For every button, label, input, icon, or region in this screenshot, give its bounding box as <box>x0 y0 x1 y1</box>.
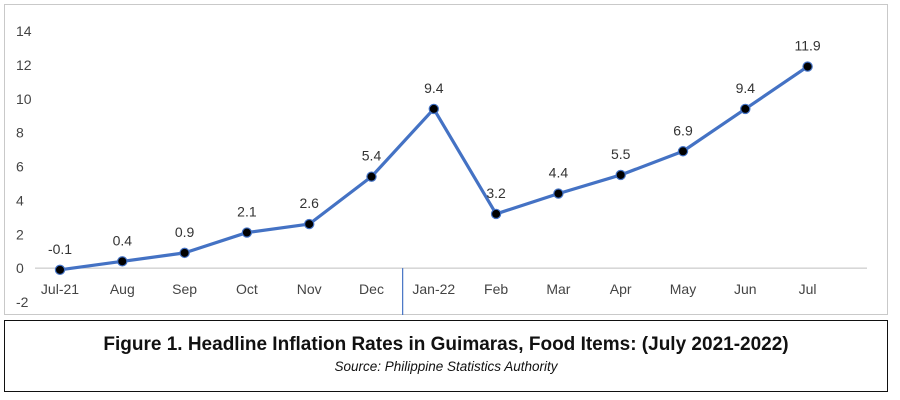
y-tick-label: 10 <box>16 91 32 107</box>
y-tick-label: 2 <box>16 226 24 242</box>
data-label: 3.2 <box>486 185 506 201</box>
data-label: 0.4 <box>113 232 133 248</box>
y-tick-label: 4 <box>16 192 24 208</box>
data-point <box>740 103 751 115</box>
x-tick-label: Sep <box>172 281 197 297</box>
data-point <box>677 146 689 157</box>
figure-caption: Figure 1. Headline Inflation Rates in Gu… <box>4 320 888 392</box>
y-tick-label: -2 <box>16 294 29 310</box>
data-label: 9.4 <box>424 80 444 96</box>
x-tick-label: Jul-21 <box>41 281 79 297</box>
data-point <box>490 208 502 220</box>
data-point <box>179 247 190 259</box>
data-label: 9.4 <box>736 80 756 96</box>
series-line <box>59 65 809 272</box>
y-tick-label: 8 <box>16 125 24 141</box>
x-tick-label: Jun <box>734 281 757 297</box>
x-tick-label: Nov <box>297 281 322 297</box>
data-label: 4.4 <box>549 165 569 181</box>
data-label: 6.9 <box>673 122 693 138</box>
data-point <box>366 171 377 182</box>
line-chart: 14 12 10 8 6 4 2 0 -2 Jul-21 Aug Sep Oct Nov Dec Jan-2… <box>16 23 867 315</box>
data-label: 5.4 <box>362 148 382 164</box>
x-tick-label: Oct <box>236 281 258 297</box>
data-point <box>304 218 315 230</box>
x-tick-label: May <box>670 281 696 297</box>
data-label: 2.1 <box>237 204 257 220</box>
chart-area: 14 12 10 8 6 4 2 0 -2 Jul-21 Aug Sep Oct Nov Dec Jan-2… <box>4 4 888 315</box>
y-axis: 14 12 10 8 6 4 2 0 -2 <box>16 23 32 310</box>
data-label: 5.5 <box>611 146 631 162</box>
x-tick-label: Dec <box>359 281 384 297</box>
x-tick-label: Aug <box>110 281 135 297</box>
x-tick-label: Mar <box>546 281 570 297</box>
data-label: 0.9 <box>175 224 195 240</box>
data-label: -0.1 <box>48 241 72 257</box>
x-tick-label: Jul <box>799 281 817 297</box>
data-markers <box>54 61 813 276</box>
y-tick-label: 12 <box>16 57 32 73</box>
x-tick-label: Apr <box>610 281 632 297</box>
data-point <box>802 61 813 72</box>
data-label: 11.9 <box>794 38 820 54</box>
y-tick-label: 14 <box>16 23 32 39</box>
figure-title: Figure 1. Headline Inflation Rates in Gu… <box>103 334 789 355</box>
data-point <box>428 103 439 115</box>
figure-source: Source: Philippine Statistics Authority <box>334 359 558 374</box>
x-tick-label: Jan-22 <box>412 281 455 297</box>
x-tick-label: Feb <box>484 281 508 297</box>
data-label: 2.6 <box>299 195 319 211</box>
data-point <box>615 169 626 181</box>
data-point <box>553 188 564 199</box>
data-labels: -0.1 0.4 0.9 2.1 2.6 5.4 9.4 3.2 4.4 5.5 6.9 9.4 11.… <box>48 38 821 257</box>
y-tick-label: 6 <box>16 159 24 175</box>
data-point <box>117 256 128 267</box>
y-tick-label: 0 <box>16 260 24 276</box>
data-point <box>54 264 66 276</box>
x-axis: Jul-21 Aug Sep Oct Nov Dec Jan-22 Feb Mar Apr May J… <box>41 281 817 297</box>
data-point <box>241 227 253 238</box>
